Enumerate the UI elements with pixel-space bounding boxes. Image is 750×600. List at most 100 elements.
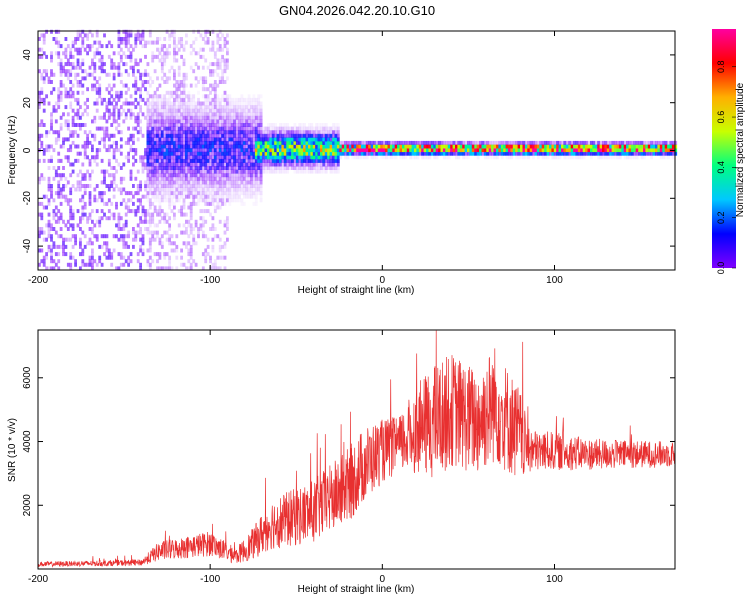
heatmap-cell	[79, 198, 82, 203]
heatmap-cell	[402, 151, 405, 156]
heatmap-cell	[124, 155, 128, 160]
heatmap-cell	[158, 201, 162, 206]
heatmap-cell	[312, 137, 316, 142]
heatmap-cell	[447, 140, 451, 145]
heatmap-cell	[334, 158, 338, 163]
heatmap-cell	[177, 198, 181, 203]
heatmap-cell	[662, 155, 666, 160]
heatmap-cell	[110, 180, 114, 185]
heatmap-cell	[197, 148, 200, 153]
heatmap-cell	[110, 62, 114, 67]
heatmap-cell	[163, 151, 167, 156]
heatmap-cell	[298, 140, 302, 145]
heatmap-cell	[308, 140, 311, 145]
heatmap-cell	[462, 151, 466, 156]
heatmap-cell	[168, 94, 172, 99]
heatmap-cell	[83, 69, 87, 74]
heatmap-cell	[146, 144, 150, 149]
heatmap-cell	[230, 108, 234, 113]
heatmap-cell	[344, 144, 347, 149]
heatmap-cell	[638, 140, 642, 145]
heatmap-cell	[95, 108, 99, 113]
heatmap-cell	[233, 184, 237, 188]
heatmap-cell	[136, 87, 140, 92]
heatmap-cell	[416, 155, 420, 160]
heatmap-cell	[151, 101, 155, 106]
heatmap-cell	[580, 148, 584, 153]
heatmap-cell	[496, 144, 499, 149]
heatmap-cell	[74, 40, 78, 45]
heatmap-cell	[505, 148, 509, 153]
heatmap-cell	[201, 144, 205, 149]
heatmap-cell	[630, 140, 634, 145]
heatmap-cell	[288, 158, 292, 163]
heatmap-cell	[573, 140, 576, 145]
heatmap-cell	[226, 158, 229, 163]
heatmap-cell	[226, 223, 229, 228]
heatmap-cell	[158, 58, 162, 63]
heatmap-cell	[180, 187, 184, 192]
heatmap-cell	[197, 29, 200, 34]
heatmap-cell	[606, 140, 610, 145]
heatmap-cell	[83, 148, 87, 153]
heatmap-cell	[163, 54, 167, 59]
heatmap-cell	[153, 205, 157, 210]
heatmap-cell	[148, 223, 152, 228]
heatmap-cell	[274, 126, 278, 131]
heatmap-cell	[305, 162, 309, 167]
heatmap-cell	[177, 108, 181, 113]
heatmap-cell	[250, 176, 253, 181]
heatmap-cell	[189, 158, 193, 163]
heatmap-cell	[69, 173, 73, 178]
heatmap-cell	[151, 216, 155, 221]
heatmap-cell	[83, 101, 87, 106]
heatmap-cell	[86, 97, 90, 102]
heatmap-cell	[201, 54, 205, 59]
heatmap-cell	[317, 151, 321, 156]
heatmap-cell	[199, 108, 203, 113]
heatmap-cell	[213, 87, 217, 92]
heatmap-cell	[630, 155, 634, 160]
heatmap-cell	[62, 112, 65, 117]
heatmap-cell	[148, 162, 152, 167]
heatmap-cell	[86, 262, 90, 267]
heatmap-cell	[69, 69, 73, 74]
heatmap-cell	[250, 123, 253, 127]
heatmap-cell	[320, 123, 323, 127]
heatmap-cell	[303, 144, 306, 149]
heatmap-cell	[223, 241, 227, 246]
heatmap-cell	[146, 166, 150, 170]
heatmap-cell	[226, 119, 229, 124]
heatmap-cell	[647, 151, 651, 156]
heatmap-cell	[339, 151, 343, 156]
heatmap-cell	[117, 216, 121, 221]
heatmap-cell	[221, 198, 225, 203]
heatmap-cell	[310, 151, 314, 156]
heatmap-cell	[245, 126, 249, 131]
heatmap-cell	[259, 184, 263, 188]
heatmap-cell	[57, 166, 61, 170]
heatmap-cell	[317, 166, 321, 170]
heatmap-cell	[141, 44, 145, 49]
heatmap-cell	[38, 37, 41, 41]
heatmap-cell	[230, 180, 234, 185]
heatmap-cell	[95, 209, 99, 214]
heatmap-cell	[568, 151, 572, 156]
heatmap-cell	[79, 216, 82, 221]
heatmap-cell	[201, 194, 205, 199]
heatmap-cell	[201, 173, 205, 178]
heatmap-cell	[242, 194, 246, 199]
heatmap-cell	[392, 155, 396, 160]
heatmap-cell	[163, 94, 167, 99]
heatmap-cell	[447, 148, 451, 153]
heatmap-cell	[226, 76, 229, 81]
heatmap-cell	[71, 83, 75, 88]
heatmap-cell	[223, 126, 227, 131]
heatmap-cell	[238, 130, 241, 135]
heatmap-cell	[368, 148, 372, 153]
heatmap-cell	[221, 151, 225, 156]
heatmap-cell	[226, 115, 229, 120]
heatmap-cell	[536, 140, 540, 145]
heatmap-cell	[300, 166, 304, 170]
heatmap-cell	[156, 112, 159, 117]
